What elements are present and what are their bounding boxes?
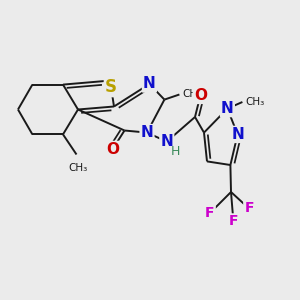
Text: N: N [160,134,173,149]
Text: O: O [194,88,207,103]
Text: N: N [143,76,156,92]
Text: F: F [244,202,254,215]
Text: N: N [141,125,153,140]
Text: O: O [106,142,119,157]
Text: F: F [205,206,215,220]
Text: CH₃: CH₃ [68,163,88,173]
Text: CH₃: CH₃ [182,89,202,100]
Text: CH₃: CH₃ [245,97,265,107]
Text: N: N [231,127,244,142]
Text: S: S [105,78,117,96]
Text: H: H [171,145,181,158]
Text: N: N [221,101,234,116]
Text: F: F [229,214,238,228]
